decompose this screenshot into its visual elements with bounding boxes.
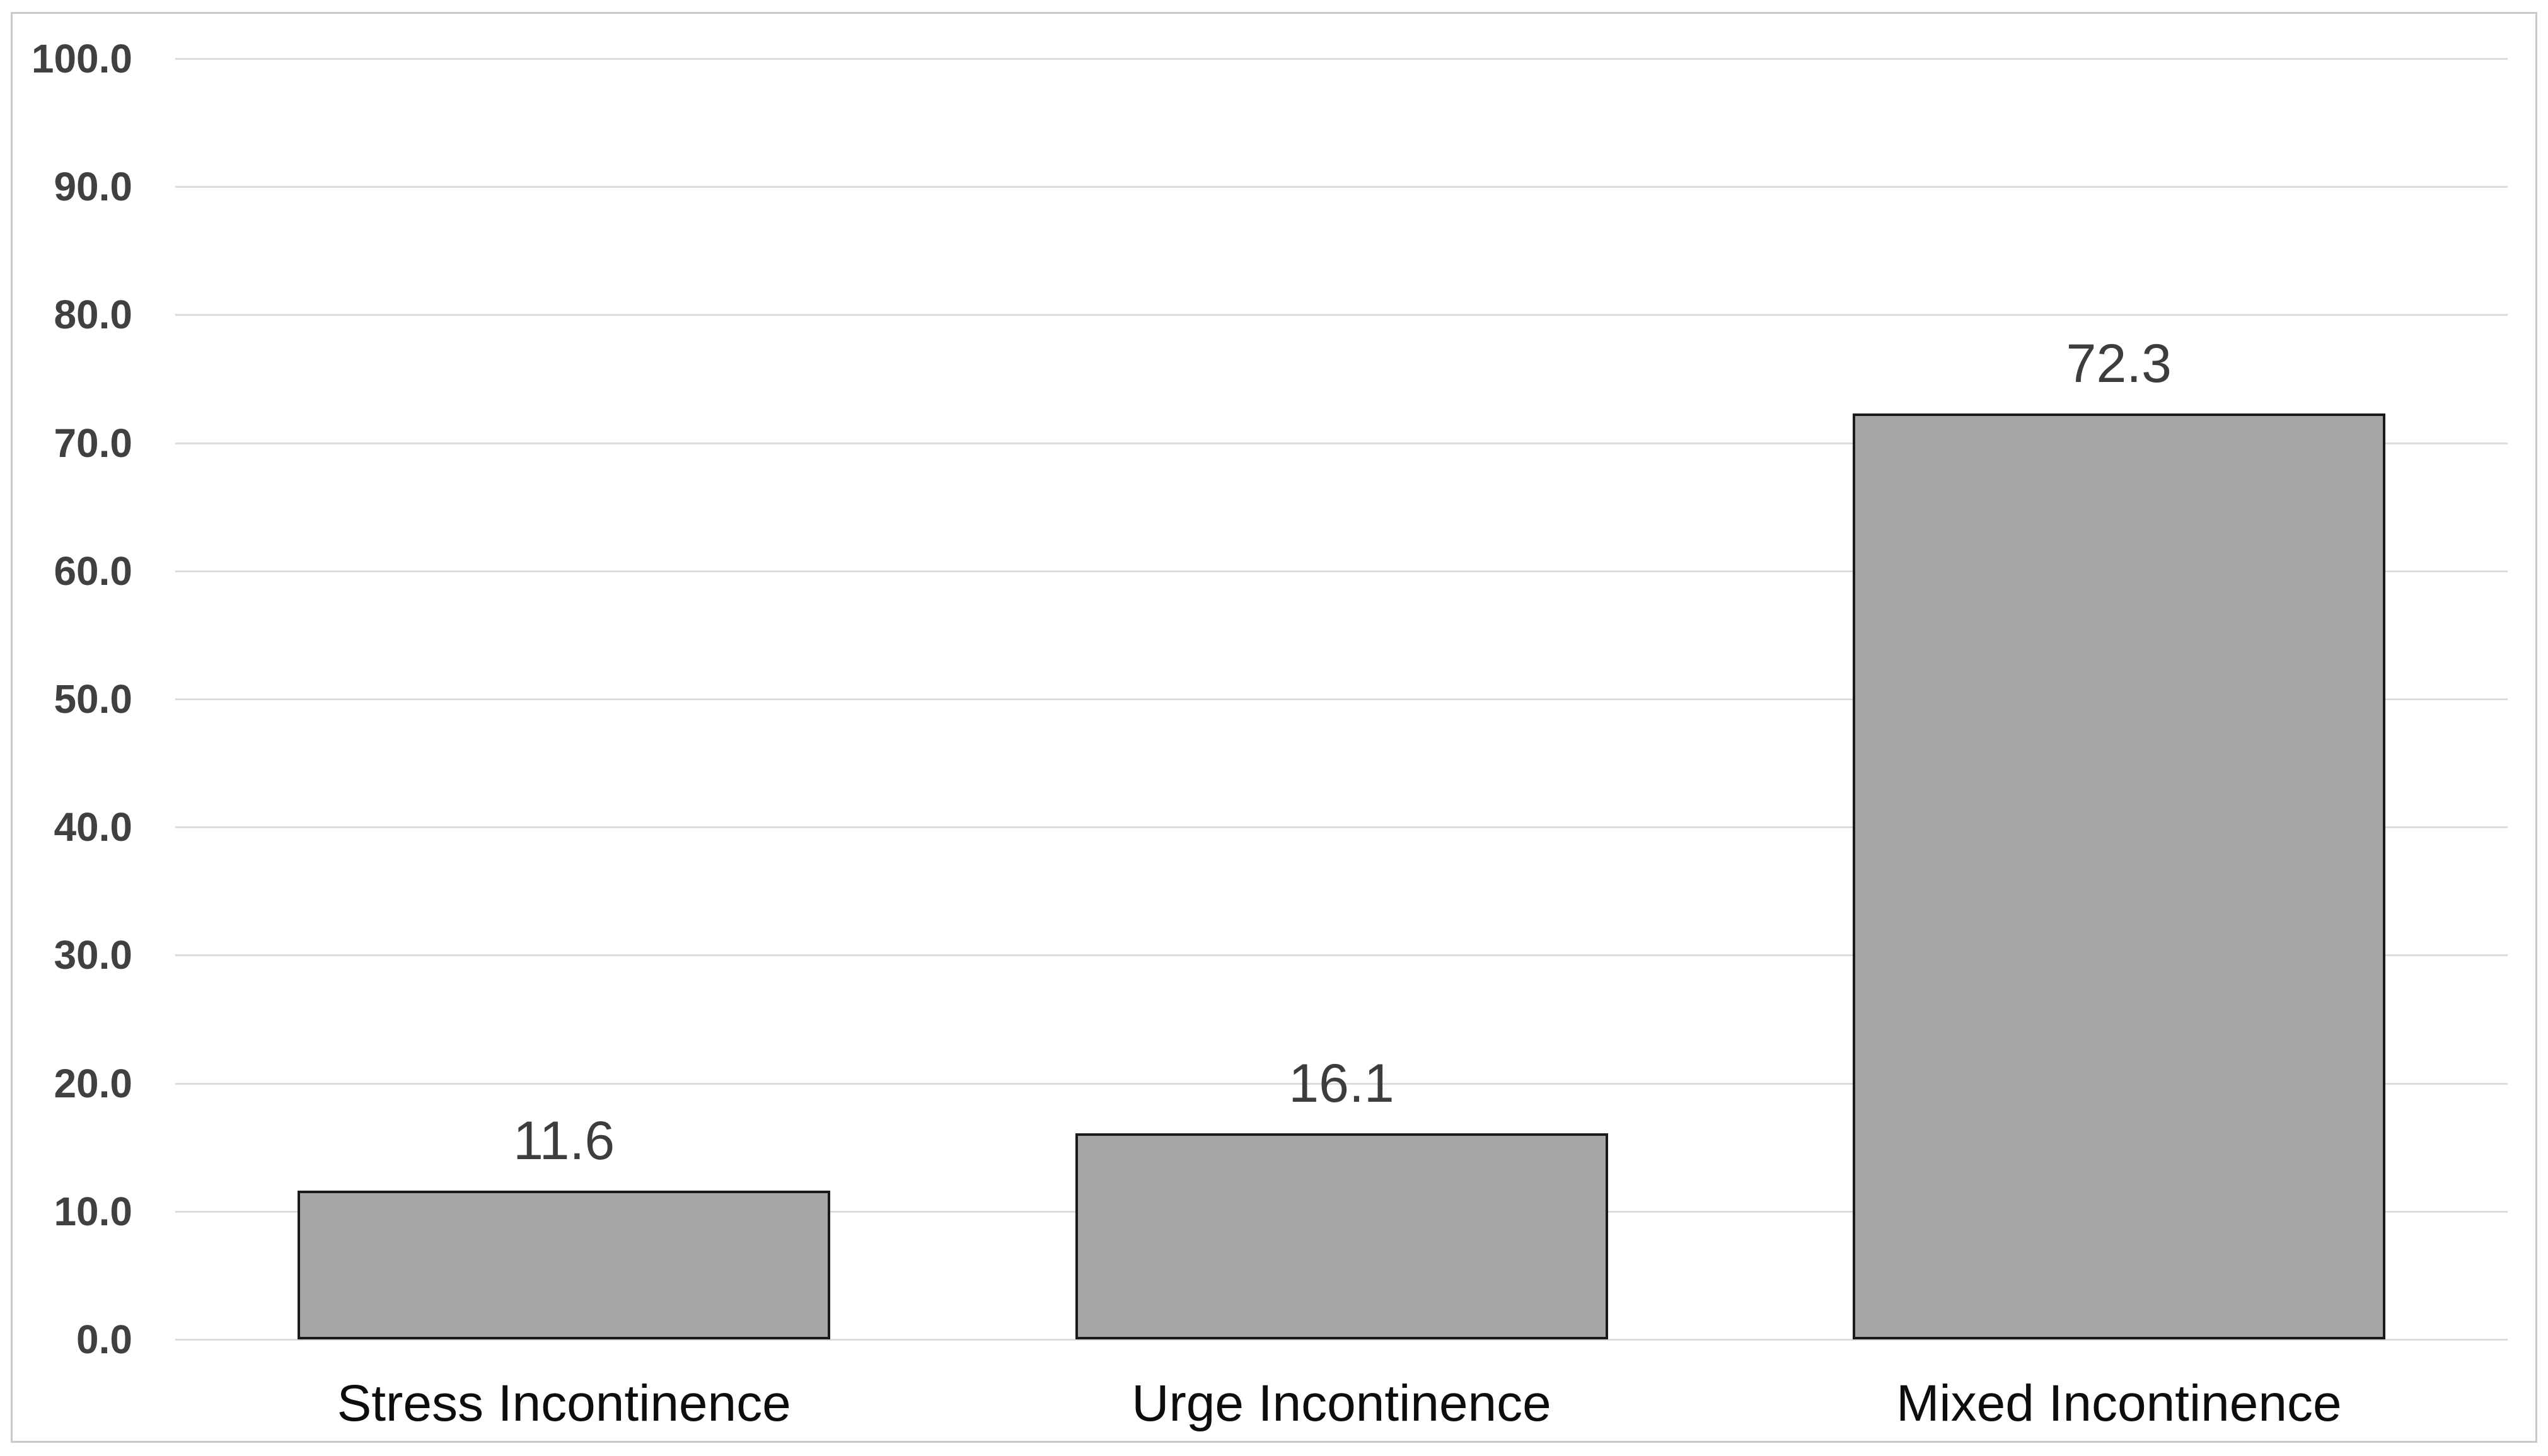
category-label-mixed-incontinence: Mixed Incontinence — [1896, 1375, 2342, 1432]
y-axis-tick-label: 90.0 — [54, 164, 132, 210]
gridline — [175, 570, 2508, 572]
y-axis-tick-label: 40.0 — [54, 804, 132, 850]
bar-urge-incontinence — [1075, 1133, 1608, 1339]
gridline — [175, 1339, 2508, 1341]
gridline — [175, 1082, 2508, 1085]
y-axis-tick-label: 70.0 — [54, 420, 132, 466]
y-axis-tick-label: 10.0 — [54, 1188, 132, 1234]
plot-area: 11.6 16.1 72.3 — [175, 58, 2508, 1341]
gridline — [175, 314, 2508, 316]
category-label-urge-incontinence: Urge Incontinence — [1132, 1375, 1551, 1432]
gridline — [175, 58, 2508, 60]
bar-value-label-urge-incontinence: 16.1 — [1288, 1053, 1394, 1114]
y-axis-tick-label: 80.0 — [54, 292, 132, 338]
gridline — [175, 954, 2508, 957]
bar-value-label-mixed-incontinence: 72.3 — [2066, 333, 2172, 394]
y-axis-tick-label: 0.0 — [76, 1317, 132, 1362]
gridline — [175, 442, 2508, 444]
y-axis-tick-label: 100.0 — [31, 36, 132, 81]
gridline — [175, 826, 2508, 829]
category-label-stress-incontinence: Stress Incontinence — [337, 1375, 791, 1432]
bar-value-label-stress-incontinence: 11.6 — [513, 1111, 615, 1172]
gridline — [175, 186, 2508, 188]
gridline — [175, 698, 2508, 700]
bar-mixed-incontinence — [1852, 413, 2385, 1339]
bar-stress-incontinence — [298, 1191, 831, 1339]
y-axis-tick-label: 60.0 — [54, 548, 132, 594]
y-axis-tick-label: 50.0 — [54, 676, 132, 722]
y-axis-tick-label: 30.0 — [54, 932, 132, 978]
y-axis-tick-label: 20.0 — [54, 1060, 132, 1106]
